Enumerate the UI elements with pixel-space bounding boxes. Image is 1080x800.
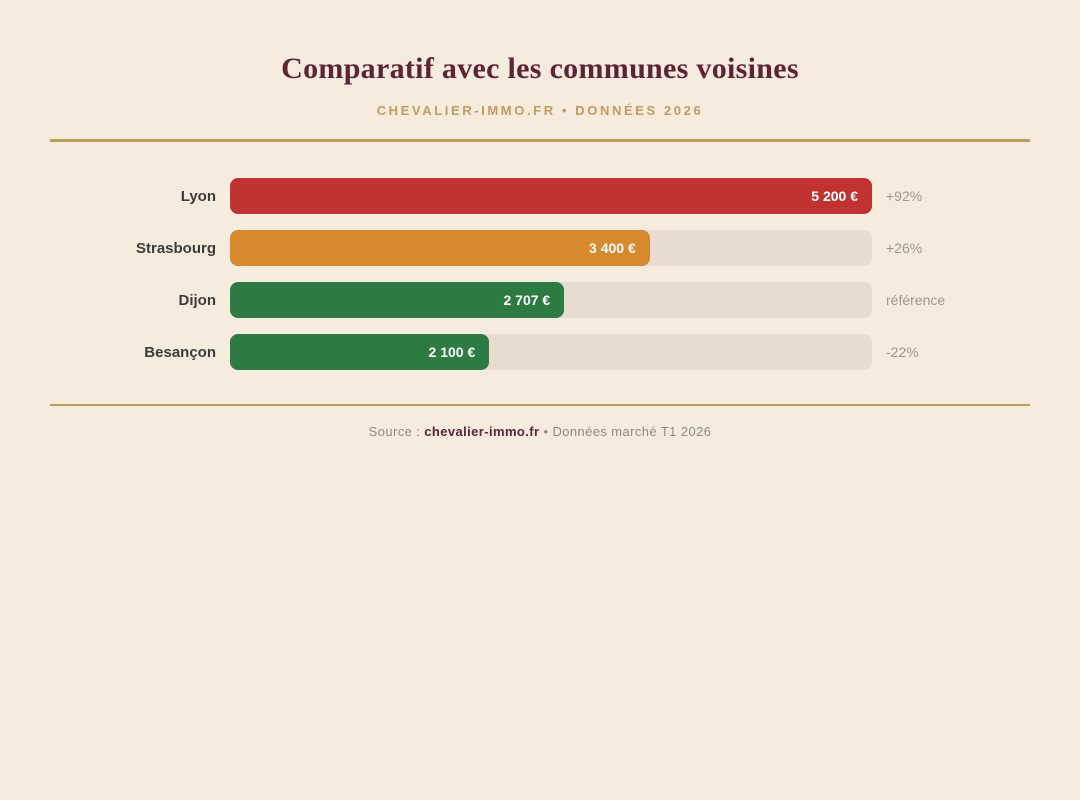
bar-annotation: -22% xyxy=(886,344,919,360)
bar-fill: 2 100 € xyxy=(230,334,490,370)
source-footer: Source : chevalier-immo.fr • Données mar… xyxy=(0,424,1080,439)
category-label: Dijon xyxy=(178,291,217,309)
bottom-divider xyxy=(50,404,1030,406)
chart-row-dijon: Dijon 2 707 € référence xyxy=(50,282,1030,318)
top-divider xyxy=(50,139,1030,142)
bar-track: 3 400 € xyxy=(230,230,872,266)
page-title: Comparatif avec les communes voisines xyxy=(281,52,799,85)
category-label: Strasbourg xyxy=(135,239,216,257)
chart-header: Comparatif avec les communes voisines CH… xyxy=(0,0,1080,118)
bar-annotation: référence xyxy=(886,292,946,308)
source-prefix: Source : xyxy=(368,424,425,439)
bar-value-label: 2 707 € xyxy=(503,292,551,308)
source-site-link[interactable]: chevalier-immo.fr xyxy=(424,424,540,439)
chart-row-strasbourg: Strasbourg 3 400 € +26% xyxy=(50,230,1030,266)
bar-track: 2 100 € xyxy=(230,334,872,370)
category-label: Besançon xyxy=(144,343,216,361)
chart-row-lyon: Lyon 5 200 € +92% xyxy=(50,178,1030,214)
bar-fill: 3 400 € xyxy=(230,230,650,266)
bar-track: 5 200 € xyxy=(230,178,872,214)
bar-chart: Lyon 5 200 € +92% Strasbourg 3 400 € +26… xyxy=(50,178,1030,386)
bar-annotation: +92% xyxy=(886,188,923,204)
bar-track: 2 707 € xyxy=(230,282,872,318)
bar-value-label: 2 100 € xyxy=(428,344,476,360)
bar-fill: 2 707 € xyxy=(230,282,565,318)
page-subtitle: CHEVALIER-IMMO.FR • DONNÉES 2026 xyxy=(376,103,704,118)
bar-fill: 5 200 € xyxy=(230,178,872,214)
bar-value-label: 5 200 € xyxy=(811,188,858,204)
category-label: Lyon xyxy=(180,187,216,205)
source-suffix: • Données marché T1 2026 xyxy=(539,424,712,439)
bar-value-label: 3 400 € xyxy=(589,240,636,256)
chart-row-besancon: Besançon 2 100 € -22% xyxy=(50,334,1030,370)
bar-annotation: +26% xyxy=(886,240,923,256)
